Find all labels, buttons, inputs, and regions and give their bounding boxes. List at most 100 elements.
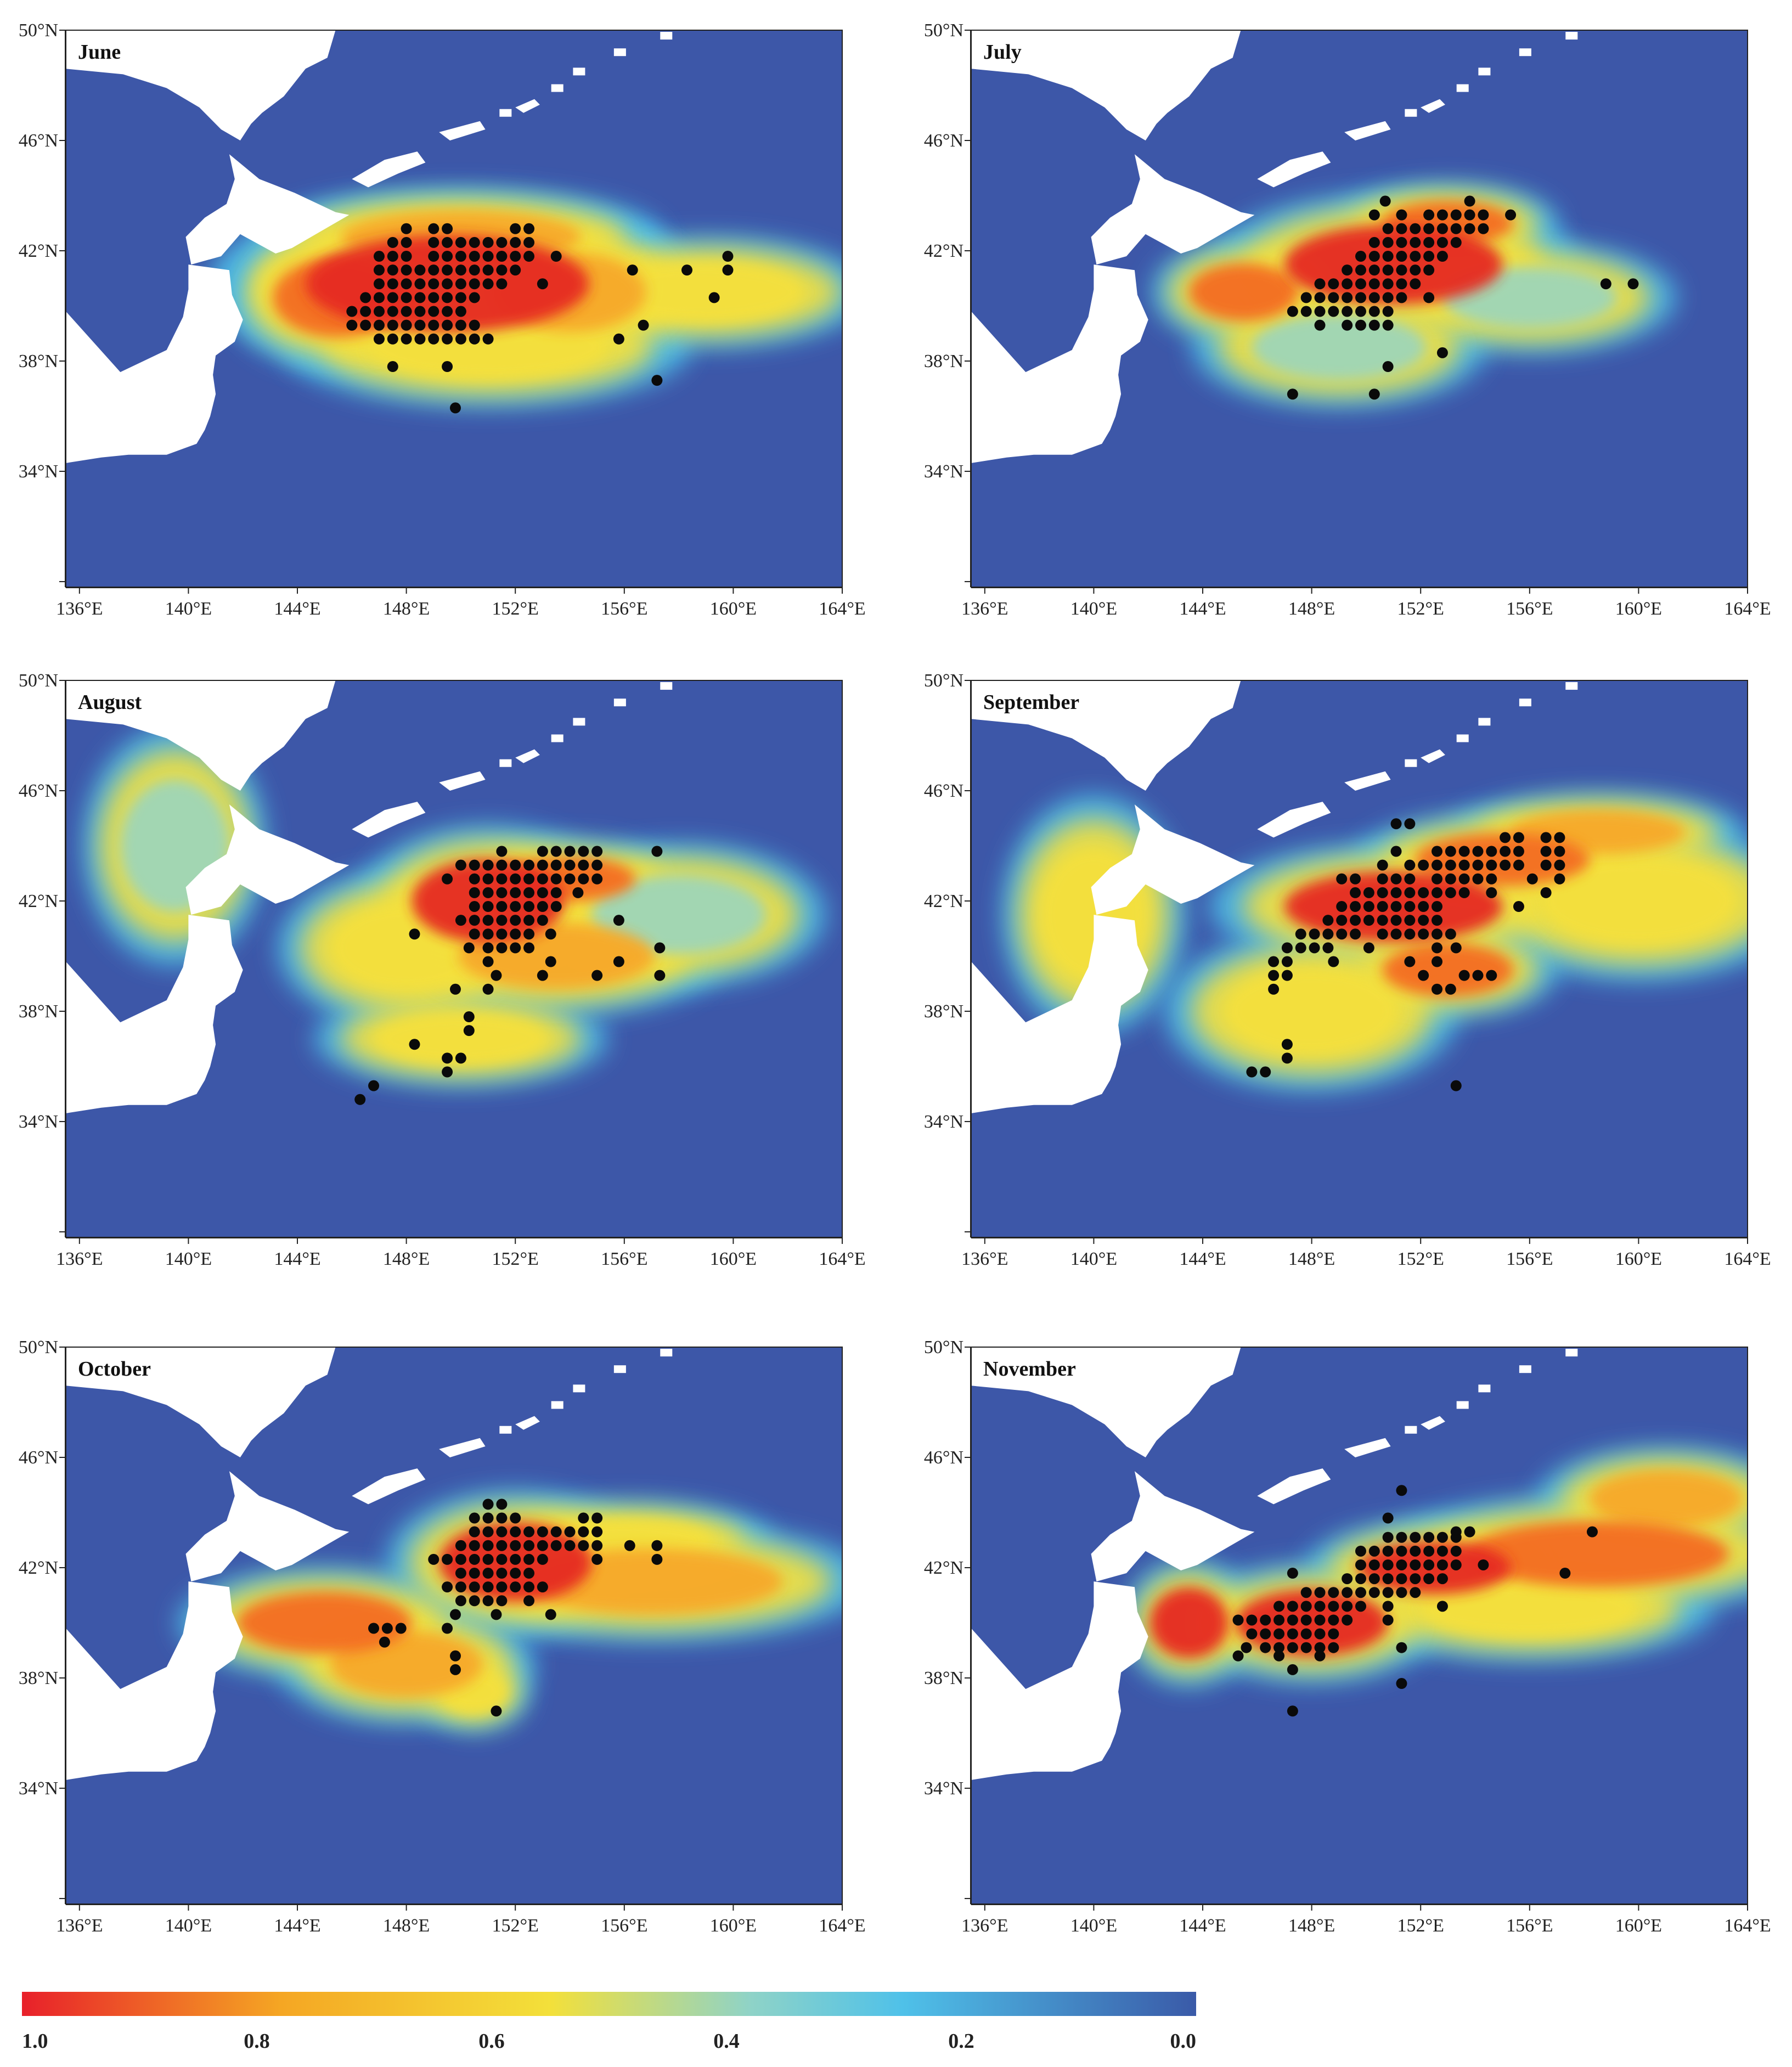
fishing-point: [496, 915, 508, 926]
fishing-point: [442, 251, 453, 262]
axes: 136°E 140°E 144°E 148°E 152°E 156°E 160°E 164°E…: [19, 1337, 866, 1936]
fishing-point: [1436, 1573, 1448, 1585]
fishing-point: [1328, 306, 1339, 317]
fishing-point: [1464, 223, 1475, 234]
fishing-point: [510, 1512, 521, 1524]
fishing-point: [591, 1512, 603, 1524]
fishing-point: [1260, 1628, 1271, 1640]
fishing-point: [449, 1650, 461, 1662]
fishing-point: [1355, 264, 1366, 276]
fishing-point: [442, 361, 453, 373]
fishing-point: [572, 887, 584, 898]
fishing-point: [1404, 873, 1416, 885]
fishing-point: [523, 236, 535, 248]
fishing-point: [1350, 873, 1361, 885]
field-core: [237, 1592, 412, 1654]
fishing-point: [1445, 928, 1456, 940]
fishing-point: [496, 251, 508, 262]
fishing-points: [354, 846, 666, 1105]
y-tick-label: 34°N: [19, 1112, 58, 1132]
fishing-point: [1287, 1705, 1298, 1717]
fishing-point: [1309, 928, 1320, 940]
fishing-point: [1363, 901, 1374, 913]
fishing-point: [1432, 901, 1442, 913]
fishing-point: [523, 1595, 535, 1607]
fishing-point: [537, 915, 548, 926]
fishing-point: [1342, 1614, 1353, 1626]
field-core: [591, 875, 766, 955]
fishing-point: [1404, 859, 1416, 871]
fishing-point: [469, 1568, 480, 1579]
fishing-point: [1423, 1573, 1435, 1585]
fishing-point: [1540, 887, 1552, 898]
fishing-point: [1268, 970, 1280, 981]
fishing-point: [1390, 915, 1402, 926]
x-tick-label: 148°E: [1288, 1916, 1335, 1936]
fishing-point: [1390, 873, 1402, 885]
x-tick-label: 144°E: [274, 1916, 320, 1936]
fishing-point: [1273, 1628, 1285, 1640]
fishing-point: [537, 1581, 548, 1593]
fishing-point: [1486, 846, 1497, 857]
fishing-point: [510, 1568, 521, 1579]
fishing-point: [1478, 1559, 1489, 1570]
fishing-point: [1314, 306, 1326, 317]
fishing-point: [545, 956, 556, 967]
fishing-point: [401, 223, 412, 234]
island: [573, 718, 585, 726]
fishing-point: [1396, 209, 1407, 221]
land: [66, 1347, 673, 1780]
fishing-point: [482, 859, 494, 871]
fishing-point: [1436, 347, 1448, 358]
fishing-point: [510, 251, 521, 262]
y-tick-label: 38°N: [19, 1001, 58, 1022]
fishing-point: [1368, 292, 1380, 303]
fishing-point: [1472, 846, 1484, 857]
fishing-point: [496, 1540, 508, 1551]
fishing-point: [469, 873, 480, 885]
fishing-point: [496, 1526, 508, 1537]
x-tick-label: 148°E: [383, 1916, 430, 1936]
fishing-point: [496, 928, 508, 940]
land-mass: [66, 1581, 243, 1780]
land-mass: [515, 1416, 540, 1430]
y-tick-label: 42°N: [19, 241, 58, 261]
fishing-point: [469, 901, 480, 913]
land-mass: [515, 99, 540, 113]
fishing-point: [1450, 1531, 1462, 1543]
fishing-point: [1436, 1559, 1448, 1570]
colorbar-label: 0.8: [244, 2030, 270, 2053]
fishing-point: [469, 1540, 480, 1551]
land-mass: [1421, 1416, 1445, 1430]
fishing-point: [1410, 236, 1421, 248]
fishing-point: [482, 983, 494, 995]
fishing-point: [1314, 1614, 1326, 1626]
fishing-point: [1390, 928, 1402, 940]
fishing-point: [496, 1595, 508, 1607]
fishing-point: [1314, 1642, 1326, 1653]
fishing-point: [1260, 1614, 1271, 1626]
fishing-point: [482, 333, 494, 345]
fishing-point: [591, 1540, 603, 1551]
land-mass: [66, 915, 243, 1113]
fishing-point: [482, 942, 494, 954]
axes: 136°E 140°E 144°E 148°E 152°E 156°E 160°E 164°E…: [19, 20, 866, 619]
fishing-point: [381, 1623, 393, 1634]
fishing-point: [1390, 887, 1402, 898]
colorbar-label: 0.2: [948, 2030, 974, 2053]
fishing-point: [1436, 209, 1448, 221]
colorbar-label: 0.4: [713, 2030, 740, 2053]
fishing-point: [491, 1705, 502, 1717]
island: [1565, 1349, 1578, 1357]
fishing-point: [346, 319, 358, 331]
island: [499, 1426, 512, 1434]
fishing-point: [1432, 859, 1442, 871]
fishing-point: [1396, 1573, 1407, 1585]
fishing-point: [449, 402, 461, 414]
fishing-point: [651, 375, 663, 386]
x-tick-label: 148°E: [383, 1249, 430, 1269]
fishing-point: [578, 859, 589, 871]
axes: 136°E 140°E 144°E 148°E 152°E 156°E 160°E 164°E…: [19, 671, 866, 1269]
fishing-point: [1281, 1052, 1293, 1064]
